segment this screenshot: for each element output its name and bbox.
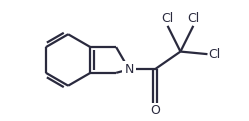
Text: Cl: Cl — [161, 12, 174, 25]
Text: Cl: Cl — [187, 12, 199, 25]
Text: O: O — [150, 104, 160, 117]
Text: N: N — [124, 63, 134, 76]
Text: Cl: Cl — [209, 48, 221, 61]
